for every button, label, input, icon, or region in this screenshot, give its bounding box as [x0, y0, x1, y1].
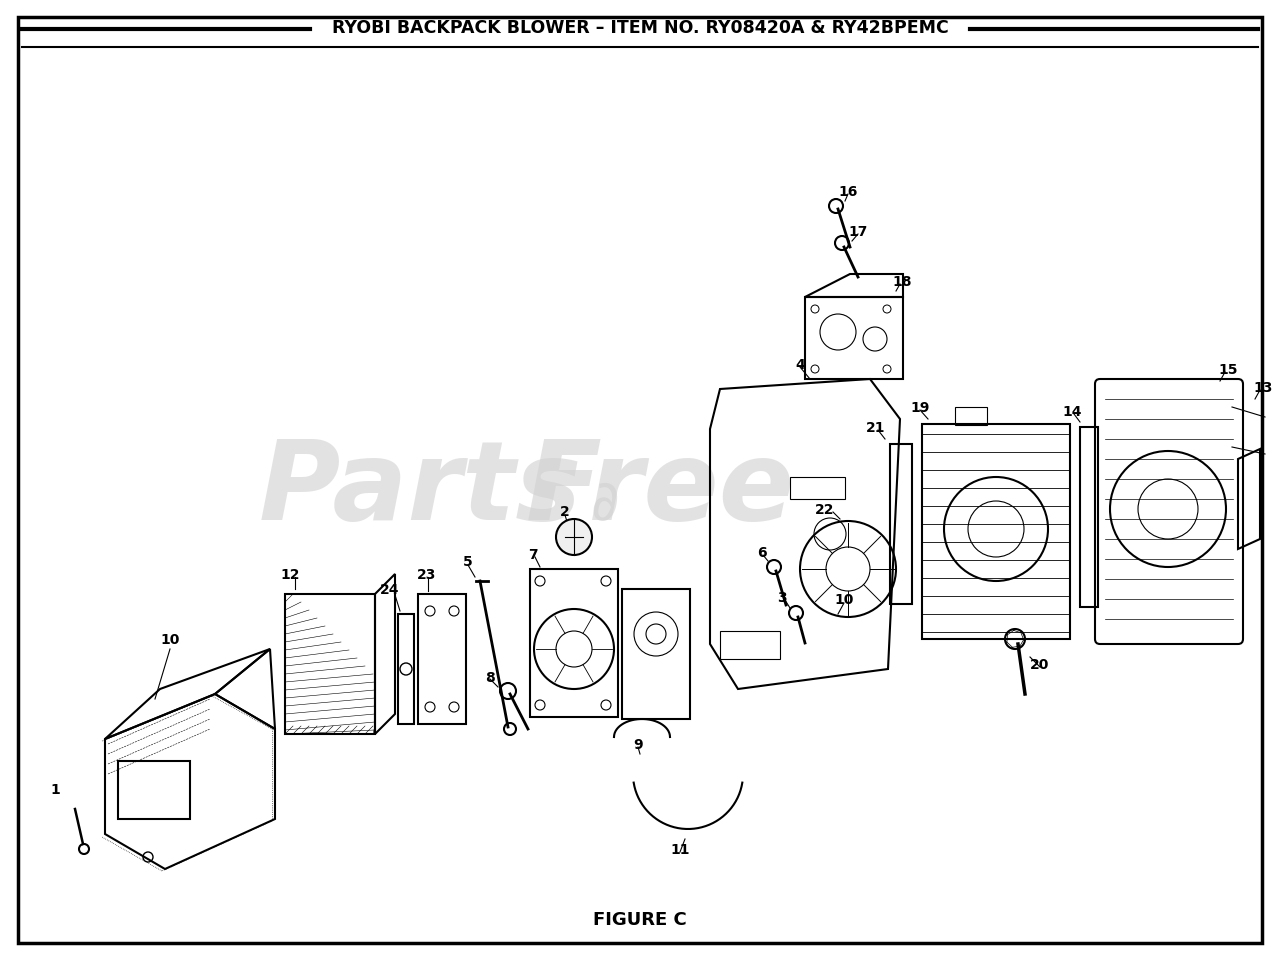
- Text: 9: 9: [634, 737, 643, 752]
- Text: 10: 10: [160, 632, 179, 647]
- Text: Parts: Parts: [259, 436, 581, 543]
- Text: 21: 21: [867, 421, 886, 434]
- Text: 17: 17: [849, 225, 868, 238]
- Text: 18: 18: [892, 275, 911, 288]
- Text: 1: 1: [50, 782, 60, 796]
- Text: 20: 20: [1030, 657, 1050, 672]
- Text: 15: 15: [1219, 362, 1238, 377]
- Text: 8: 8: [485, 671, 495, 684]
- Text: ∂: ∂: [590, 478, 620, 531]
- Text: 22: 22: [815, 503, 835, 516]
- Text: RYOBI BACKPACK BLOWER – ITEM NO. RY08420A & RY42BPEMC: RYOBI BACKPACK BLOWER – ITEM NO. RY08420…: [332, 19, 948, 37]
- Text: 23: 23: [417, 567, 436, 581]
- Text: Free: Free: [525, 436, 795, 543]
- Text: 19: 19: [910, 401, 929, 414]
- Text: 14: 14: [1062, 405, 1082, 419]
- Text: 2: 2: [561, 505, 570, 519]
- Text: 4: 4: [795, 357, 805, 372]
- Text: 11: 11: [671, 842, 690, 856]
- Text: 10: 10: [835, 592, 854, 606]
- Text: 5: 5: [463, 554, 472, 568]
- Text: 3: 3: [777, 590, 787, 604]
- Text: FIGURE C: FIGURE C: [593, 910, 687, 928]
- Circle shape: [556, 520, 591, 555]
- Text: 16: 16: [838, 185, 858, 199]
- Text: 13: 13: [1253, 381, 1272, 395]
- Text: 7: 7: [529, 548, 538, 561]
- Text: 24: 24: [380, 582, 399, 597]
- Text: 12: 12: [280, 567, 300, 581]
- Text: 6: 6: [758, 546, 767, 559]
